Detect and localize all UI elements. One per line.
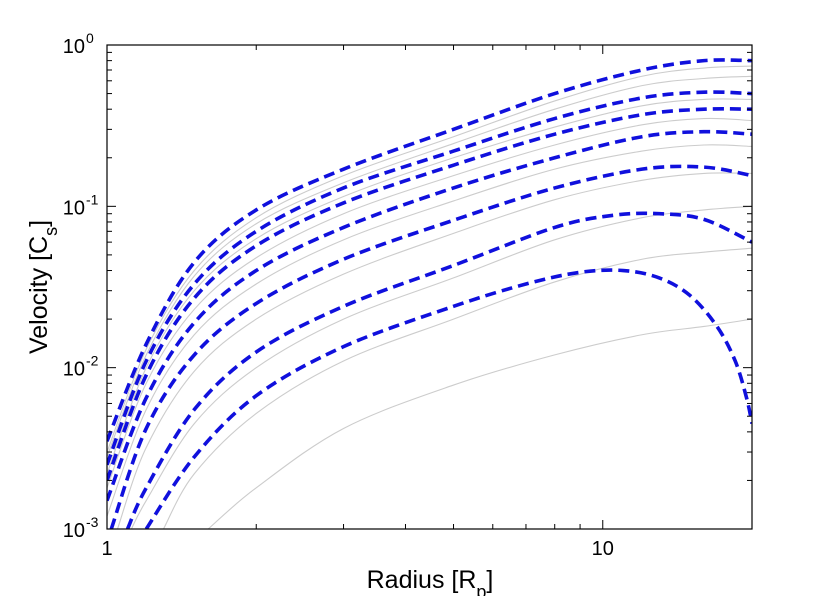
y-axis-label: Velocity [Cs] — [25, 220, 61, 354]
y-tick-label: 10 — [63, 520, 85, 542]
dashed-curve-3 — [107, 107, 752, 482]
background-curve-9 — [207, 318, 752, 529]
dashed-curve-7 — [144, 268, 752, 529]
y-tick-exponent: -2 — [86, 353, 99, 369]
y-tick-exponent: 0 — [86, 30, 94, 46]
background-curve-6 — [116, 172, 752, 529]
dashed-curve-4 — [107, 129, 752, 502]
x-axis-label: Radius [Rp] — [367, 566, 494, 596]
plot-frame — [106, 44, 753, 530]
dashed-curve-2 — [107, 90, 752, 466]
dashed-curve-6 — [125, 211, 752, 529]
y-tick-label: 10 — [63, 359, 85, 381]
background-curve-2 — [107, 75, 752, 458]
y-tick-exponent: -1 — [86, 191, 99, 207]
y-tick-exponent: -3 — [86, 514, 99, 530]
x-tick-label: 1 — [101, 538, 112, 560]
dashed-curve-5 — [109, 164, 752, 529]
background-curve-3 — [107, 98, 752, 474]
x-tick-label: 10 — [592, 538, 614, 560]
background-curve-8 — [163, 247, 752, 529]
background-curve-1 — [107, 65, 752, 453]
background-curve-4 — [107, 117, 752, 489]
y-tick-label: 10 — [63, 197, 85, 219]
dashed-curves — [107, 58, 752, 529]
dashed-curve-1 — [107, 58, 752, 442]
y-tick-label: 10 — [63, 36, 85, 58]
background-curve-5 — [107, 144, 752, 517]
axis-ticks — [106, 44, 753, 530]
